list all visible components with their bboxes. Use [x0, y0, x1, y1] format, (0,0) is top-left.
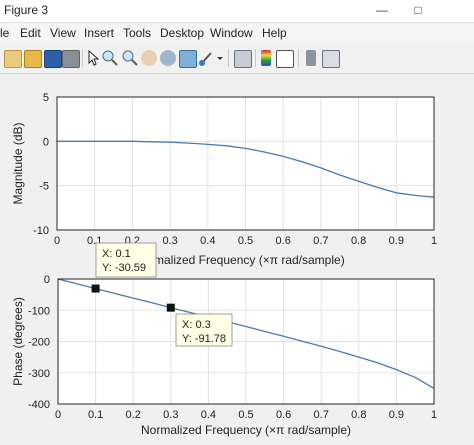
- rotate-3d-icon[interactable]: [160, 50, 176, 66]
- x-tick-label: 0.7: [314, 409, 329, 421]
- x-tick-label: 1: [431, 409, 437, 421]
- menu-edit[interactable]: Edit: [20, 26, 41, 40]
- x-tick-label: 0: [54, 235, 60, 247]
- zoom-out-icon[interactable]: [122, 50, 138, 66]
- x-tick-label: 0.4: [200, 235, 215, 247]
- y-tick-label: -100: [28, 305, 50, 317]
- toolbar-separator: [228, 49, 229, 67]
- window-title: Figure 3: [4, 3, 49, 17]
- menu-desktop[interactable]: Desktop: [160, 26, 205, 40]
- brush-icon[interactable]: [198, 50, 214, 66]
- menu-view[interactable]: View: [50, 26, 76, 40]
- menu-bar: le Edit View Insert Tools Desktop Window…: [0, 23, 474, 43]
- datatip-box: [95, 242, 157, 278]
- y-tick-label: 0: [43, 136, 49, 148]
- toolbar-separator: [82, 49, 83, 67]
- menu-tools[interactable]: Tools: [123, 26, 152, 40]
- data-cursor-icon[interactable]: [179, 50, 197, 68]
- y-tick-label: -5: [39, 181, 49, 193]
- x-tick-label: 0.8: [351, 235, 366, 247]
- menu-file[interactable]: le: [0, 26, 10, 40]
- x-tick-label: 0.3: [163, 409, 178, 421]
- figure-axes: 0 0.1 0.2 0.3 0.4 0.5 0.6 0.7 0.8 0.9 1 5 0 -5 -10 Magn…: [11, 92, 437, 437]
- pan-hand-icon[interactable]: [141, 50, 157, 66]
- x-tick-label: 0.2: [126, 409, 141, 421]
- x-tick-label: 0.7: [313, 235, 328, 247]
- x-tick-label: 0.8: [351, 409, 366, 421]
- arrow-pointer-icon[interactable]: [87, 49, 100, 66]
- print-icon[interactable]: [62, 50, 80, 68]
- save-icon[interactable]: [44, 50, 62, 68]
- datatip-x-text: X: 0.3: [182, 319, 211, 331]
- y-axis-label: Magnitude (dB): [11, 122, 25, 204]
- menu-insert[interactable]: Insert: [84, 26, 115, 40]
- hide-plot-tools-icon[interactable]: [306, 50, 316, 66]
- window-titlebar: Figure 3 — □: [0, 0, 474, 23]
- x-tick-label: 0.5: [238, 235, 253, 247]
- legend-icon[interactable]: [276, 50, 294, 68]
- x-tick-label: 0: [55, 409, 61, 421]
- link-plot-icon[interactable]: [234, 50, 252, 68]
- x-tick-label: 1: [431, 235, 437, 247]
- open-file-icon[interactable]: [24, 50, 42, 68]
- x-tick-label: 0.4: [201, 409, 216, 421]
- x-tick-label: 0.6: [276, 235, 291, 247]
- y-tick-label: -300: [28, 368, 50, 380]
- x-tick-label: 0.3: [162, 235, 177, 247]
- x-tick-label: 0.6: [276, 409, 291, 421]
- y-tick-label: 0: [44, 274, 50, 286]
- new-figure-icon[interactable]: [4, 50, 22, 68]
- x-axis-label: Normalized Frequency (×π rad/sample): [141, 423, 351, 437]
- series-line: [57, 140, 435, 198]
- y-tick-label: -10: [33, 225, 49, 237]
- colorbar-icon[interactable]: [261, 50, 271, 66]
- x-tick-label: 0.9: [389, 409, 404, 421]
- toolbar-separator: [255, 49, 256, 67]
- menu-help[interactable]: Help: [262, 26, 287, 40]
- toolbar-separator: [298, 49, 299, 67]
- datatip-y-text: Y: -91.78: [182, 333, 226, 345]
- datatip-x-text: X: 0.1: [102, 248, 131, 260]
- zoom-in-icon[interactable]: [102, 50, 118, 66]
- y-axis-label: Phase (degrees): [11, 297, 25, 386]
- figure-canvas: 0 0.1 0.2 0.3 0.4 0.5 0.6 0.7 0.8 0.9 1 5 0 -5 -10 Magn…: [0, 74, 474, 440]
- datatip-box: [175, 313, 233, 347]
- x-tick-label: 0.9: [389, 235, 404, 247]
- x-tick-label: 0.5: [238, 409, 253, 421]
- datatip-marker: [91, 284, 100, 293]
- top-x-axis-label-partial: malized Frequency (×π rad/sample): [154, 253, 345, 267]
- maximize-button[interactable]: □: [414, 3, 422, 17]
- y-tick-label: -400: [28, 399, 50, 411]
- menu-window[interactable]: Window: [210, 26, 253, 40]
- datatip-y-text: Y: -30.59: [102, 262, 146, 274]
- y-tick-label: 5: [43, 92, 49, 104]
- dropdown-arrow-icon[interactable]: [216, 50, 224, 66]
- axes-1-border: [56, 96, 435, 231]
- datatip-marker: [166, 303, 175, 312]
- show-plot-tools-icon[interactable]: [322, 50, 340, 68]
- minimize-button[interactable]: —: [376, 3, 388, 17]
- axes-2-border: [57, 278, 435, 405]
- figure-toolbar: [0, 43, 474, 74]
- x-tick-label: 0.1: [88, 409, 103, 421]
- y-tick-label: -200: [28, 337, 50, 349]
- series-line: [57, 278, 435, 389]
